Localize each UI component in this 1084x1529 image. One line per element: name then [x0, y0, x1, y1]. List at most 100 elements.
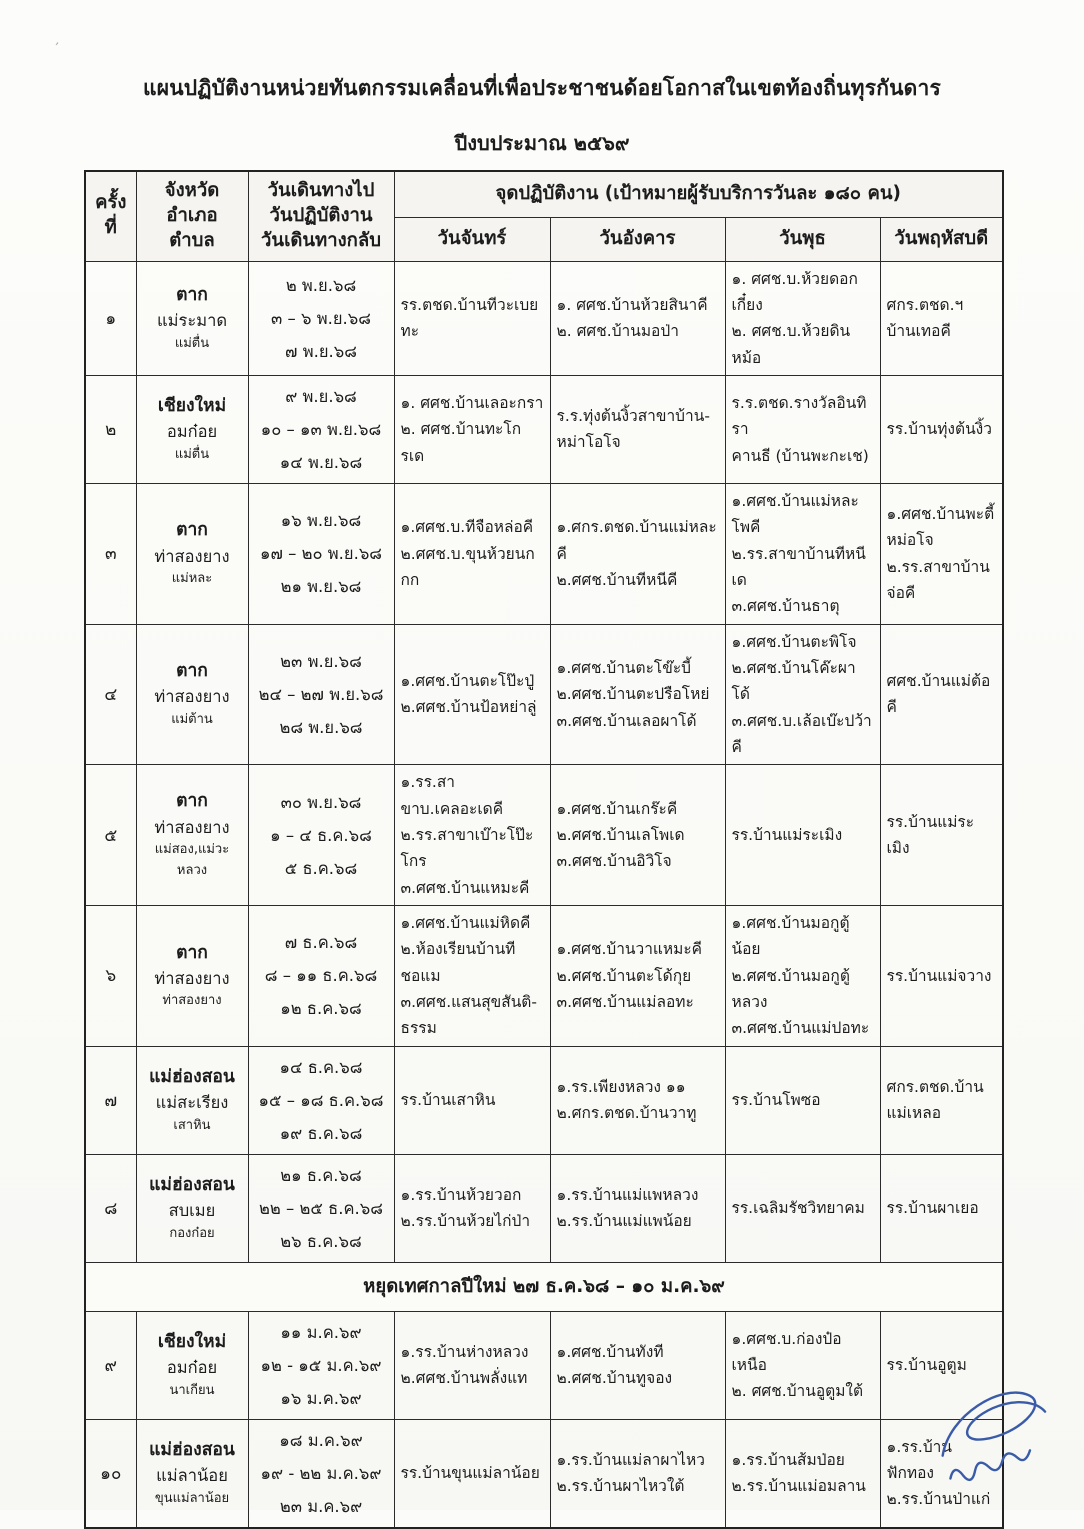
area-cell: เชียงใหม่ อมก๋อย นาเกียน: [135, 1310, 249, 1420]
wednesday-cell: ๑.รร.บ้านส้มป่อย ๒.รร.บ้านแม่อมลาน: [724, 1418, 881, 1529]
trip-number: ๑๐: [84, 1418, 137, 1529]
tuesday-cell: ร.ร.ทุ่งต้นงิ้วสาขาบ้าน- หม่าโอโจ: [549, 374, 726, 484]
dates-cell: ๑๖ พ.ย.๖๘ ๑๗ – ๒๐ พ.ย.๖๘ ๒๑ พ.ย.๖๘: [247, 482, 395, 625]
tuesday-cell: ๑.รร.บ้านแม่ลาผาไหว ๒.รร.บ้านผาไหวใต้: [549, 1418, 726, 1529]
district-label: แม่ลาน้อย: [156, 1466, 228, 1486]
thursday-cell: รร.บ้านทุ่งต้นงิ้ว: [879, 374, 1004, 484]
tuesday-cell: ๑.รร.เพียงหลวง ๑๑ ๒.ศกร.ตชด.บ้านวาทู: [549, 1045, 726, 1155]
subdistrict-label: แม่ตื่น: [174, 446, 210, 462]
province-label: แม่ฮ่องสอน: [149, 1174, 235, 1195]
scan-artifact: ‚: [53, 32, 63, 49]
header-dates: วันเดินทางไป วันปฏิบัติงาน วันเดินทางกลั…: [247, 170, 395, 262]
table-row: ๓ ตาก ท่าสองยาง แม่หละ ๑๖ พ.ย.๖๘ ๑๗ – ๒๐…: [84, 482, 1004, 625]
trip-number: ๔: [84, 623, 137, 766]
wednesday-cell: ร.ร.ตชด.รางวัลอินทิรา คานธี (บ้านพะกะเช): [724, 374, 881, 484]
wednesday-cell: ๑.ศศช.บ.ก่องป๋อเหนือ ๒. ศศช.บ้านอูตูมใต้: [724, 1310, 881, 1420]
trip-number: ๙: [84, 1310, 137, 1420]
table-row: ๑๐ แม่ฮ่องสอน แม่ลาน้อย ขุนแม่ลาน้อย ๑๘ …: [84, 1418, 1004, 1529]
header-monday: วันจันทร์: [393, 216, 551, 262]
trip-number: ๘: [84, 1153, 137, 1263]
province-label: ตาก: [176, 520, 208, 541]
subdistrict-label: แม่ต้าน: [171, 711, 213, 727]
subdistrict-label: เสาหิน: [173, 1117, 211, 1133]
dates-cell: ๓๐ พ.ย.๖๘ ๑ – ๔ ธ.ค.๖๘ ๕ ธ.ค.๖๘: [247, 764, 395, 907]
monday-cell: รร.บ้านขุนแม่ลาน้อย: [393, 1418, 551, 1529]
province-label: ตาก: [176, 791, 208, 812]
area-cell: ตาก ท่าสองยาง แม่หละ: [135, 482, 249, 625]
district-label: ท่าสองยาง: [154, 968, 230, 988]
signature: [922, 1378, 1072, 1498]
wednesday-cell: ๑.ศศช.บ้านแม่หละโพคี ๒.รร.สาขาบ้านทีหนีเ…: [724, 482, 881, 625]
area-cell: เชียงใหม่ อมก๋อย แม่ตื่น: [135, 374, 249, 484]
district-label: แม่ระมาด: [156, 311, 228, 331]
thursday-cell: ศกร.ตชด.ฯ บ้านเทอคี: [879, 260, 1004, 376]
subdistrict-label: แม่ตื่น: [174, 335, 210, 351]
area-cell: ตาก แม่ระมาด แม่ตื่น: [135, 260, 249, 376]
table-row: ๘ แม่ฮ่องสอน สบเมย กองก๋อย ๒๑ ธ.ค.๖๘ ๒๒ …: [84, 1153, 1004, 1263]
monday-cell: รร.ตชด.บ้านทีวะเบยทะ: [393, 260, 551, 376]
subdistrict-label: แม่สอง,แม่วะหลวง: [154, 842, 230, 879]
page-subtitle: ปีงบประมาณ ๒๕๖๙: [454, 131, 630, 155]
dates-cell: ๑๔ ธ.ค.๖๘ ๑๕ – ๑๘ ธ.ค.๖๘ ๑๙ ธ.ค.๖๘: [247, 1045, 395, 1155]
tuesday-cell: ๑.ศศช.บ้านวาแหมะคี ๒.ศศช.บ้านตะโด้กุย ๓.…: [549, 905, 726, 1047]
dates-cell: ๙ พ.ย.๖๘ ๑๐ – ๑๓ พ.ย.๖๘ ๑๔ พ.ย.๖๘: [247, 374, 395, 484]
schedule-table: ครั้ง ที่ จังหวัด อำเภอ ตำบล วันเดินทางไ…: [84, 170, 1005, 1529]
wednesday-cell: ๑.ศศช.บ้านมอกูตู้น้อย ๒.ศศช.บ้านมอกูตู้ห…: [724, 905, 881, 1047]
table-row: ๖ ตาก ท่าสองยาง ท่าสองยาง ๗ ธ.ค.๖๘ ๘ – ๑…: [84, 905, 1004, 1047]
trip-number: ๖: [84, 905, 137, 1047]
district-label: แม่สะเรียง: [155, 1093, 229, 1113]
district-label: สบเมย: [168, 1201, 216, 1221]
header-wednesday: วันพุธ: [724, 216, 881, 262]
monday-cell: ๑.รร.สาขาบ.เคลอะเดคี ๒.รร.สาขาเบ๊าะโป๊ะโ…: [393, 764, 551, 907]
wednesday-cell: ๑. ศศช.บ.ห้วยดอกเกี๋ยง ๒. ศศช.บ.ห้วยดินห…: [724, 260, 881, 376]
district-label: อมก๋อย: [166, 1358, 218, 1378]
wednesday-cell: รร.บ้านโพซอ: [724, 1045, 881, 1155]
area-cell: ตาก ท่าสองยาง แม่ต้าน: [135, 623, 249, 766]
holiday-break-label: หยุดเทศกาลปีใหม่ ๒๗ ธ.ค.๖๘ – ๑๐ ม.ค.๖๙: [84, 1261, 1004, 1312]
district-label: ท่าสองยาง: [154, 817, 230, 837]
dates-cell: ๒๓ พ.ย.๖๘ ๒๔ – ๒๗ พ.ย.๖๘ ๒๘ พ.ย.๖๘: [247, 623, 395, 766]
header-tuesday: วันอังคาร: [549, 216, 726, 262]
table-row: ๗ แม่ฮ่องสอน แม่สะเรียง เสาหิน ๑๔ ธ.ค.๖๘…: [84, 1045, 1004, 1155]
header-area: จังหวัด อำเภอ ตำบล: [135, 170, 249, 262]
dates-cell: ๒๑ ธ.ค.๖๘ ๒๒ – ๒๕ ธ.ค.๖๘ ๒๖ ธ.ค.๖๘: [247, 1153, 395, 1263]
table-row: ๑ ตาก แม่ระมาด แม่ตื่น ๒ พ.ย.๖๘ ๓ – ๖ พ.…: [84, 260, 1004, 376]
trip-number: ๗: [84, 1045, 137, 1155]
trip-number: ๑: [84, 260, 137, 376]
monday-cell: ๑.ศศช.บ.ทีจือหล่อคี ๒.ศศช.บ.ขุนห้วยนกกก: [393, 482, 551, 625]
province-label: แม่ฮ่องสอน: [149, 1439, 235, 1460]
area-cell: แม่ฮ่องสอน แม่ลาน้อย ขุนแม่ลาน้อย: [135, 1418, 249, 1529]
area-cell: แม่ฮ่องสอน สบเมย กองก๋อย: [135, 1153, 249, 1263]
tuesday-cell: ๑.รร.บ้านแม่แพหลวง ๒.รร.บ้านแม่แพน้อย: [549, 1153, 726, 1263]
dates-cell: ๒ พ.ย.๖๘ ๓ – ๖ พ.ย.๖๘ ๗ พ.ย.๖๘: [247, 260, 395, 376]
table-row: ๔ ตาก ท่าสองยาง แม่ต้าน ๒๓ พ.ย.๖๘ ๒๔ – ๒…: [84, 623, 1004, 766]
header-thursday: วันพฤหัสบดี: [879, 216, 1004, 262]
holiday-break-row: หยุดเทศกาลปีใหม่ ๒๗ ธ.ค.๖๘ – ๑๐ ม.ค.๖๙: [84, 1261, 1004, 1312]
wednesday-cell: รร.บ้านแม่ระเมิง: [724, 764, 881, 907]
province-label: เชียงใหม่: [157, 1331, 227, 1352]
header-trip-no: ครั้ง ที่: [84, 170, 137, 262]
dates-cell: ๗ ธ.ค.๖๘ ๘ – ๑๑ ธ.ค.๖๘ ๑๒ ธ.ค.๖๘: [247, 905, 395, 1047]
dates-cell: ๑๘ ม.ค.๖๙ ๑๙ - ๒๒ ม.ค.๖๙ ๒๓ ม.ค.๖๙: [247, 1418, 395, 1529]
area-cell: ตาก ท่าสองยาง ท่าสองยาง: [135, 905, 249, 1047]
thursday-cell: รร.บ้านผาเยอ: [879, 1153, 1004, 1263]
area-cell: ตาก ท่าสองยาง แม่สอง,แม่วะหลวง: [135, 764, 249, 907]
thursday-cell: รร.บ้านแม่จวาง: [879, 905, 1004, 1047]
table-row: ๙ เชียงใหม่ อมก๋อย นาเกียน ๑๑ ม.ค.๖๙ ๑๒ …: [84, 1310, 1004, 1420]
tuesday-cell: ๑.ศศช.บ้านตะโข๊ะบี้ ๒.ศศช.บ้านตะปรือโหย่…: [549, 623, 726, 766]
thursday-cell: ศศช.บ้านแม่ต้อคี: [879, 623, 1004, 766]
thursday-cell: ๑.ศศช.บ้านพะตี้หม่อโจ ๒.รร.สาขาบ้านจ่อคี: [879, 482, 1004, 625]
monday-cell: ๑.ศศช.บ้านแม่หิดคี ๒.ห้องเรียนบ้านทีชอแม…: [393, 905, 551, 1047]
tuesday-cell: ๑. ศศช.บ้านห้วยสินาคี ๒. ศศช.บ้านมอป่า: [549, 260, 726, 376]
subdistrict-label: นาเกียน: [169, 1382, 215, 1398]
tuesday-cell: ๑.ศศช.บ้านเกร๊ะคี ๒.ศศช.บ้านเลโพเด ๓.ศศช…: [549, 764, 726, 907]
thursday-cell: ศกร.ตชด.บ้านแม่เหลอ: [879, 1045, 1004, 1155]
area-cell: แม่ฮ่องสอน แม่สะเรียง เสาหิน: [135, 1045, 249, 1155]
monday-cell: รร.บ้านเสาหิน: [393, 1045, 551, 1155]
monday-cell: ๑.รร.บ้านห่างหลวง ๒.ศศช.บ้านพลั่งแท: [393, 1310, 551, 1420]
page-title: แผนปฏิบัติงานหน่วยทันตกรรมเคลื่อนที่เพื่…: [143, 76, 941, 100]
monday-cell: ๑.รร.บ้านห้วยวอก ๒.รร.บ้านห้วยไก่ป่า: [393, 1153, 551, 1263]
province-label: ตาก: [176, 661, 208, 682]
subdistrict-label: ขุนแม่ลาน้อย: [154, 1490, 230, 1506]
